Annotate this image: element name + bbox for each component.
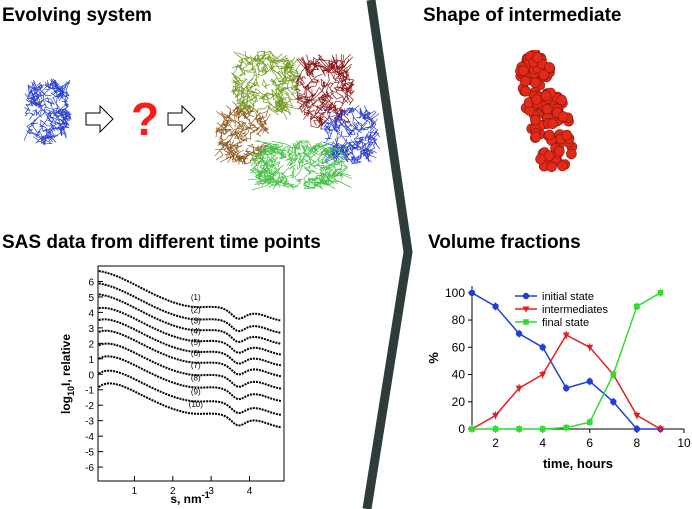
vf-point [539,426,546,432]
sas-curve [98,342,282,390]
sas-curve-label: (6) [191,349,201,358]
sas-x-tick: 1 [132,486,138,497]
vf-legend-marker [523,319,529,325]
vf-point [492,412,500,419]
sas-curve [98,369,282,416]
vf-point [586,419,593,425]
protein-monomer-icon [23,78,72,146]
sas-y-tick: -6 [85,463,94,474]
bead-model-icon [515,50,578,173]
vf-point [656,426,664,433]
vf-legend-label: initial state [542,291,594,303]
sas-y-tick: 3 [88,324,94,335]
vf-point [515,330,523,337]
vf-y-tick: 60 [452,340,466,354]
vf-x-tick: 2 [492,436,499,450]
sas-y-tick: -2 [85,401,94,412]
arrow-right-icon [167,104,196,134]
sas-y-tick: -4 [85,432,94,443]
sas-curve-label: (3) [191,316,201,325]
vf-y-label: % [426,352,441,364]
vf-y-tick: 100 [445,286,465,300]
vf-legend-label: intermediates [542,304,609,316]
vf-y-tick: 40 [452,368,466,382]
heading-volume-fractions: Volume fractions [428,232,581,253]
vf-x-tick: 6 [586,436,593,450]
heading-shape-of-intermediate: Shape of intermediate [423,5,622,26]
vf-series-line [471,334,661,430]
vf-point [492,426,499,432]
sas-y-tick: -1 [85,386,94,397]
vf-point [515,385,523,392]
sas-curve [98,282,282,334]
vf-point [610,371,617,378]
sas-curve [98,318,282,367]
sas-y-tick: -5 [85,448,94,459]
sas-curve-label: (10) [189,400,204,409]
vf-point [516,426,522,432]
vf-point [633,412,641,419]
vf-y-tick: 0 [458,422,465,436]
sas-curve-label: (1) [191,293,201,302]
vf-point [657,290,664,296]
vf-x-tick: 8 [634,436,641,450]
sas-curve [98,355,282,402]
vf-legend-label: final state [542,317,589,329]
question-mark: ? [131,93,159,145]
sas-y-tick: 1 [88,355,94,366]
sas-x-tick: 4 [247,486,253,497]
heading-sas-data: SAS data from different time points [2,232,321,253]
sas-chart: 1 2 3 4 6 5 4 3 2 1 0 -1 -2 -3 -4 -5 -6 (1) (2) (3) (4) (5)… [59,265,285,506]
vf-point [563,424,570,431]
sas-x-label: s, nm-1 [170,490,209,506]
vf-point [586,344,594,351]
sas-x-tick: 3 [208,486,214,497]
vf-legend-marker [522,292,530,300]
arrow-right-icon [85,104,114,134]
vf-point [633,425,641,433]
sas-curve [98,329,282,378]
protein-assembly-icon [214,50,380,191]
sas-y-tick: 4 [88,308,94,319]
vf-y-tick: 80 [452,313,466,327]
sas-y-tick: 5 [88,293,94,304]
vf-point [563,384,570,392]
sas-curve-label: (2) [191,305,201,314]
vf-point [634,303,640,310]
section-divider [362,0,413,509]
heading-evolving-system: Evolving system [2,5,152,26]
sas-x-tick: 2 [170,486,176,497]
sas-y-tick: 2 [88,339,94,350]
vf-y-tick: 20 [452,395,466,409]
sas-curve-label: (8) [191,374,201,383]
sas-curve [98,293,282,345]
vf-point [562,332,570,339]
sas-curve [98,270,282,322]
vf-point [468,289,476,297]
vf-point [492,303,499,310]
sas-curve-label: (5) [191,338,201,347]
vf-point [586,378,593,385]
vf-legend-marker [522,306,530,313]
vf-point [469,426,475,432]
sas-curve-label: (4) [191,327,201,336]
evolving-system-figure: ? [23,50,380,191]
vf-point [539,372,547,379]
sas-curve [98,382,282,429]
sas-y-tick: 6 [88,277,94,288]
vf-point [539,344,546,351]
sas-y-label: log10I, relative [59,334,76,414]
sas-y-tick: 0 [88,370,94,381]
vf-x-label: time, hours [543,456,613,471]
sas-curve-label: (9) [191,387,201,396]
vf-x-tick: 4 [539,436,546,450]
vf-x-tick: 10 [677,436,691,450]
sas-curve-label: (7) [191,361,201,370]
sas-plot-frame [97,265,285,482]
vf-point [610,398,617,405]
sas-curve [98,306,282,356]
sas-y-tick: -3 [85,417,94,428]
